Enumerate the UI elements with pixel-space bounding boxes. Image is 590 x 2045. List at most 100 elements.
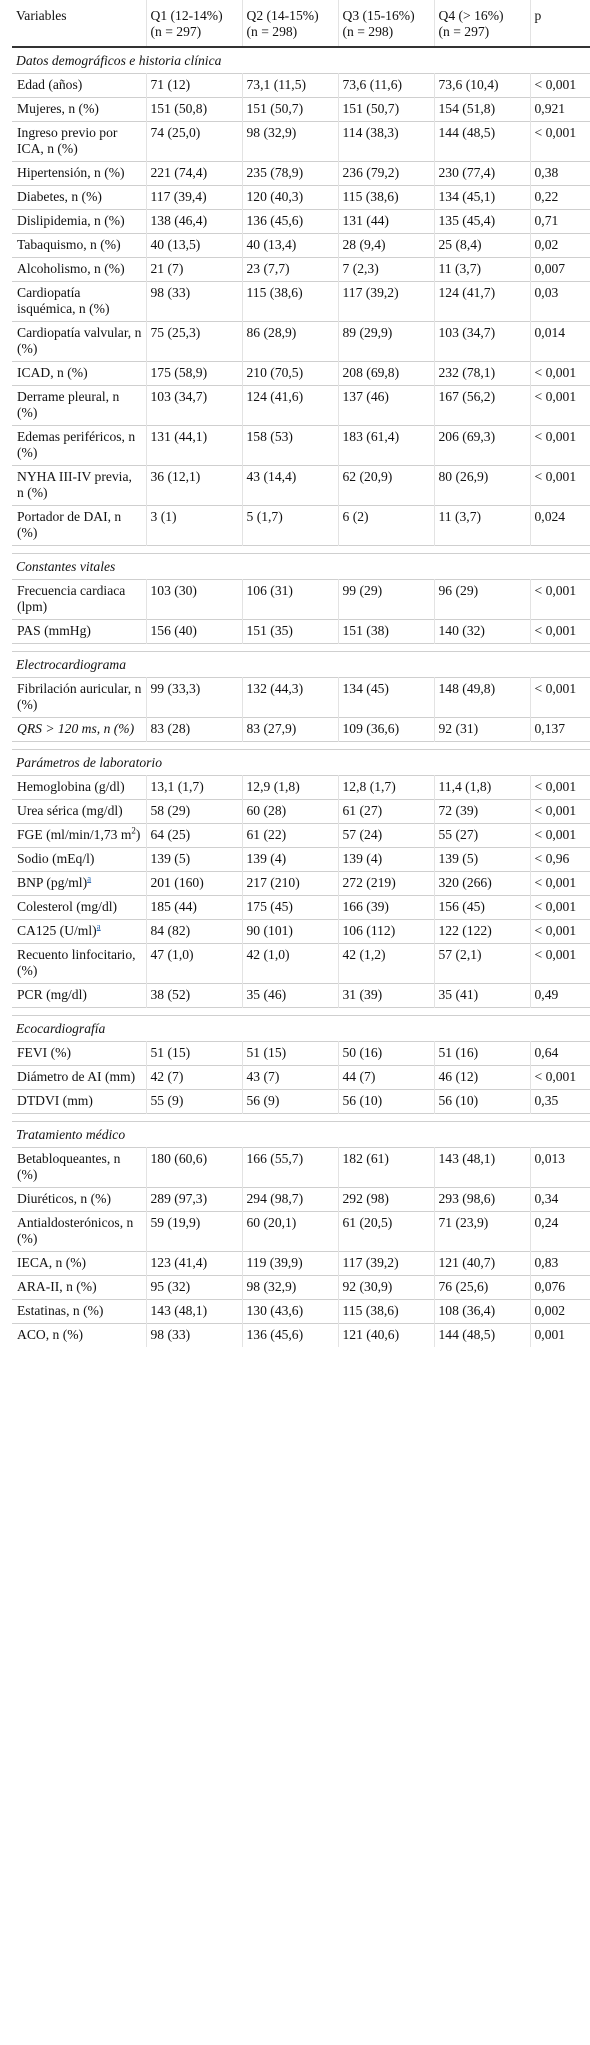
q2-value-cell: 86 (28,9): [241, 321, 338, 362]
header-variables: Variables: [12, 0, 146, 48]
q3-value-cell: 106 (112): [337, 919, 434, 944]
p-value-cell: 0,64: [529, 1041, 590, 1066]
variable-label: FGE (ml/min/1,73 m: [17, 827, 132, 842]
p-value-cell: 0,007: [529, 257, 590, 282]
q1-value-cell: 156 (40): [145, 619, 242, 644]
q4-value-cell: 35 (41): [433, 983, 530, 1008]
variable-label: ARA-II, n (%): [17, 1279, 97, 1294]
p-value-cell: < 0,001: [529, 943, 590, 984]
q3-value-cell: 6 (2): [337, 505, 434, 546]
variable-label: ACO, n (%): [17, 1327, 84, 1342]
q4-value-cell: 320 (266): [433, 871, 530, 896]
q4-value-cell: 80 (26,9): [433, 465, 530, 506]
q2-value-cell: 151 (35): [241, 619, 338, 644]
variable-cell: Frecuencia cardiaca (lpm): [12, 579, 146, 620]
q4-value-cell: 92 (31): [433, 717, 530, 742]
variable-cell: FGE (ml/min/1,73 m2): [12, 823, 146, 848]
q3-value-cell: 62 (20,9): [337, 465, 434, 506]
variable-cell: FEVI (%): [12, 1041, 146, 1066]
q4-value-cell: 143 (48,1): [433, 1147, 530, 1188]
q2-value-cell: 294 (98,7): [241, 1187, 338, 1212]
p-value-cell: 0,014: [529, 321, 590, 362]
q1-value-cell: 95 (32): [145, 1275, 242, 1300]
variable-cell: Estatinas, n (%): [12, 1299, 146, 1324]
q4-value-cell: 144 (48,5): [433, 1323, 530, 1347]
variable-label: QRS > 120 ms, n (%): [17, 721, 135, 736]
q3-value-cell: 183 (61,4): [337, 425, 434, 466]
header-q2-label: Q2 (14-15%): [246, 8, 319, 23]
footnote-link[interactable]: a: [87, 873, 92, 884]
q2-value-cell: 73,1 (11,5): [241, 73, 338, 98]
q3-value-cell: 31 (39): [337, 983, 434, 1008]
variable-label: FEVI (%): [17, 1045, 71, 1060]
variable-cell: Diuréticos, n (%): [12, 1187, 146, 1212]
spacer-row: [12, 741, 590, 750]
q1-value-cell: 36 (12,1): [145, 465, 242, 506]
spacer-row: [12, 1007, 590, 1016]
q4-value-cell: 76 (25,6): [433, 1275, 530, 1300]
q2-value-cell: 136 (45,6): [241, 209, 338, 234]
variable-label: Portador de DAI, n (%): [17, 509, 122, 540]
variable-cell: ACO, n (%): [12, 1323, 146, 1347]
q4-value-cell: 11 (3,7): [433, 257, 530, 282]
spacer-row: [12, 643, 590, 652]
q2-value-cell: 43 (14,4): [241, 465, 338, 506]
q3-value-cell: 57 (24): [337, 823, 434, 848]
q2-value-cell: 151 (50,7): [241, 97, 338, 122]
q2-value-cell: 136 (45,6): [241, 1323, 338, 1347]
p-value-cell: < 0,96: [529, 847, 590, 872]
q1-value-cell: 143 (48,1): [145, 1299, 242, 1324]
variable-label: Ingreso previo por ICA, n (%): [17, 125, 118, 156]
table-row: DTDVI (mm) 55 (9) 56 (9) 56 (10) 56 (10) 0,35: [12, 1089, 590, 1114]
p-value-cell: 0,002: [529, 1299, 590, 1324]
header-q3: Q3 (15-16%) (n = 298): [337, 0, 434, 48]
variable-cell: CA125 (U/ml)a: [12, 919, 146, 944]
q4-value-cell: 135 (45,4): [433, 209, 530, 234]
q2-value-cell: 23 (7,7): [241, 257, 338, 282]
spacer-cell: [12, 546, 590, 554]
q1-value-cell: 58 (29): [145, 799, 242, 824]
q4-value-cell: 230 (77,4): [433, 161, 530, 186]
variable-cell: Sodio (mEq/l): [12, 847, 146, 872]
variable-cell: Mujeres, n (%): [12, 97, 146, 122]
header-q3-label: Q3 (15-16%): [342, 8, 415, 23]
p-value-cell: < 0,001: [529, 775, 590, 800]
q2-value-cell: 124 (41,6): [241, 385, 338, 426]
table-row: FGE (ml/min/1,73 m2) 64 (25) 61 (22) 57 (24…: [12, 823, 590, 848]
table-row: Fibrilación auricular, n (%) 99 (33,3) 132…: [12, 677, 590, 718]
q1-value-cell: 21 (7): [145, 257, 242, 282]
table-row: Estatinas, n (%) 143 (48,1) 130 (43,6) 115 …: [12, 1299, 590, 1324]
q1-value-cell: 51 (15): [145, 1041, 242, 1066]
header-q3-n: (n = 298): [342, 24, 394, 39]
q4-value-cell: 139 (5): [433, 847, 530, 872]
variable-label: Hipertensión, n (%): [17, 165, 125, 180]
q2-value-cell: 60 (28): [241, 799, 338, 824]
variable-label: ICAD, n (%): [17, 365, 88, 380]
q2-value-cell: 175 (45): [241, 895, 338, 920]
q2-value-cell: 115 (38,6): [241, 281, 338, 322]
variable-cell: Diámetro de AI (mm): [12, 1065, 146, 1090]
section-title: Electrocardiograma: [16, 657, 126, 672]
footnote-link[interactable]: a: [96, 921, 101, 932]
q1-value-cell: 98 (33): [145, 281, 242, 322]
q3-value-cell: 151 (50,7): [337, 97, 434, 122]
q2-value-cell: 158 (53): [241, 425, 338, 466]
table-row: Portador de DAI, n (%) 3 (1) 5 (1,7) 6 (2) 1…: [12, 505, 590, 546]
table-row: IECA, n (%) 123 (41,4) 119 (39,9) 117 (39,2…: [12, 1251, 590, 1276]
q2-value-cell: 210 (70,5): [241, 361, 338, 386]
variable-cell: Derrame pleural, n (%): [12, 385, 146, 426]
p-value-cell: < 0,001: [529, 823, 590, 848]
q3-value-cell: 44 (7): [337, 1065, 434, 1090]
spacer-cell: [12, 742, 590, 750]
p-value-cell: 0,013: [529, 1147, 590, 1188]
q4-value-cell: 148 (49,8): [433, 677, 530, 718]
q1-value-cell: 84 (82): [145, 919, 242, 944]
q4-value-cell: 56 (10): [433, 1089, 530, 1114]
variable-label: Edad (años): [17, 77, 83, 92]
q1-value-cell: 38 (52): [145, 983, 242, 1008]
variable-cell: Antialdosterónicos, n (%): [12, 1211, 146, 1252]
variable-cell: Colesterol (mg/dl): [12, 895, 146, 920]
section-row: Parámetros de laboratorio: [12, 749, 590, 776]
q4-value-cell: 71 (23,9): [433, 1211, 530, 1252]
variable-cell: ARA-II, n (%): [12, 1275, 146, 1300]
